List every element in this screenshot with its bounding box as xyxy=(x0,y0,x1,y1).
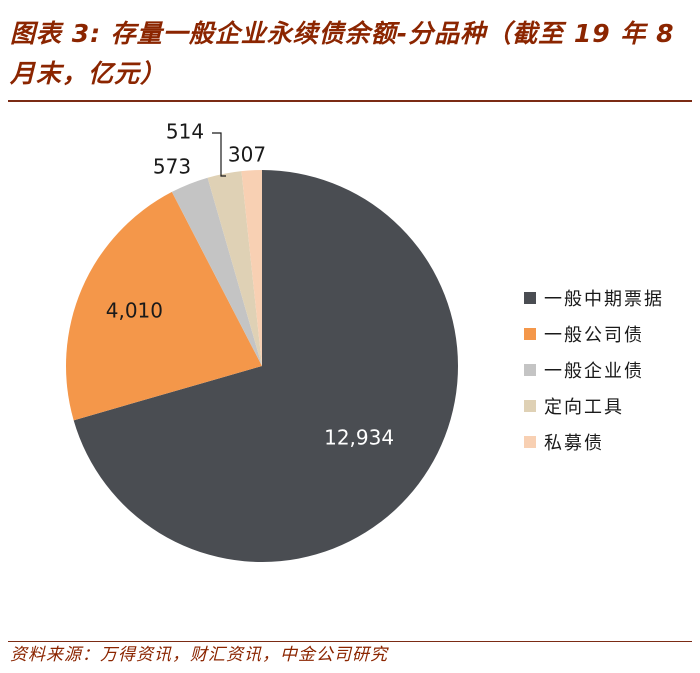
source-note: 资料来源：万得资讯，财汇资讯，中金公司研究 xyxy=(10,645,388,665)
legend-swatch-1 xyxy=(524,292,536,304)
pie-slice-3 xyxy=(171,177,262,366)
pie-slice-1 xyxy=(73,170,459,563)
data-label-3: 573 xyxy=(153,155,191,179)
data-label-5: 307 xyxy=(228,143,266,167)
chart-title: 图表 3: 存量一般企业永续债余额-分品种（截至 19 年 8 月末，亿元） xyxy=(10,19,675,88)
data-label-2: 4,010 xyxy=(106,298,163,322)
pie-slice-2 xyxy=(66,191,262,421)
legend-swatch-3 xyxy=(524,364,536,376)
legend-label-2: 一般公司债 xyxy=(544,325,644,346)
pie-slice-5 xyxy=(241,170,262,366)
legend-label-4: 定向工具 xyxy=(544,397,624,418)
legend-label-3: 一般企业债 xyxy=(544,361,644,382)
legend-item-1: 一般中期票据 xyxy=(524,280,664,316)
legend-swatch-2 xyxy=(524,328,536,340)
legend-item-3: 一般企业债 xyxy=(524,352,664,388)
legend-item-4: 定向工具 xyxy=(524,388,664,424)
legend: 一般中期票据 一般公司债一般企业债定向工具私募债 xyxy=(524,280,664,460)
data-label-4: 514 xyxy=(166,120,204,144)
legend-label-5: 私募债 xyxy=(544,433,604,454)
legend-item-2: 一般公司债 xyxy=(524,316,664,352)
legend-swatch-5 xyxy=(524,436,536,448)
legend-label-1: 一般中期票据 xyxy=(544,289,664,310)
legend-swatch-4 xyxy=(524,400,536,412)
leader-line-4 xyxy=(212,132,226,177)
data-label-1: 12,934 xyxy=(324,426,394,450)
legend-item-5: 私募债 xyxy=(524,424,664,460)
source-divider xyxy=(8,641,692,642)
pie-slice-4 xyxy=(207,171,262,366)
title-divider xyxy=(8,100,692,102)
